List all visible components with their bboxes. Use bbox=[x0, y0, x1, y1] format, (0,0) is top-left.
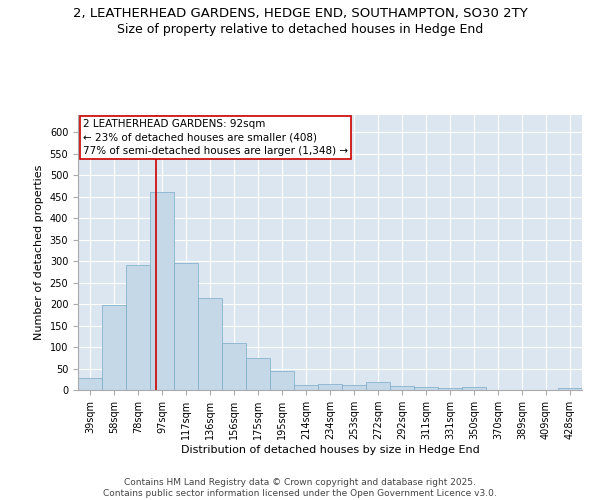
Bar bbox=[174, 263, 198, 390]
Text: Size of property relative to detached houses in Hedge End: Size of property relative to detached ho… bbox=[117, 22, 483, 36]
Bar bbox=[78, 378, 102, 390]
Text: 2, LEATHERHEAD GARDENS, HEDGE END, SOUTHAMPTON, SO30 2TY: 2, LEATHERHEAD GARDENS, HEDGE END, SOUTH… bbox=[73, 8, 527, 20]
Bar bbox=[318, 384, 342, 390]
Bar bbox=[294, 385, 318, 390]
Bar bbox=[462, 388, 486, 390]
Bar bbox=[438, 388, 462, 390]
Text: 2 LEATHERHEAD GARDENS: 92sqm
← 23% of detached houses are smaller (408)
77% of s: 2 LEATHERHEAD GARDENS: 92sqm ← 23% of de… bbox=[83, 119, 348, 156]
Bar bbox=[198, 298, 222, 390]
Bar bbox=[102, 306, 126, 390]
Bar bbox=[126, 266, 150, 390]
Bar bbox=[390, 386, 414, 390]
Bar bbox=[558, 388, 582, 390]
Y-axis label: Number of detached properties: Number of detached properties bbox=[34, 165, 44, 340]
Bar bbox=[150, 192, 174, 390]
Bar bbox=[342, 386, 366, 390]
Text: Contains HM Land Registry data © Crown copyright and database right 2025.
Contai: Contains HM Land Registry data © Crown c… bbox=[103, 478, 497, 498]
X-axis label: Distribution of detached houses by size in Hedge End: Distribution of detached houses by size … bbox=[181, 445, 479, 455]
Bar bbox=[414, 387, 438, 390]
Bar bbox=[222, 342, 246, 390]
Bar bbox=[366, 382, 390, 390]
Bar bbox=[270, 370, 294, 390]
Bar bbox=[246, 358, 270, 390]
